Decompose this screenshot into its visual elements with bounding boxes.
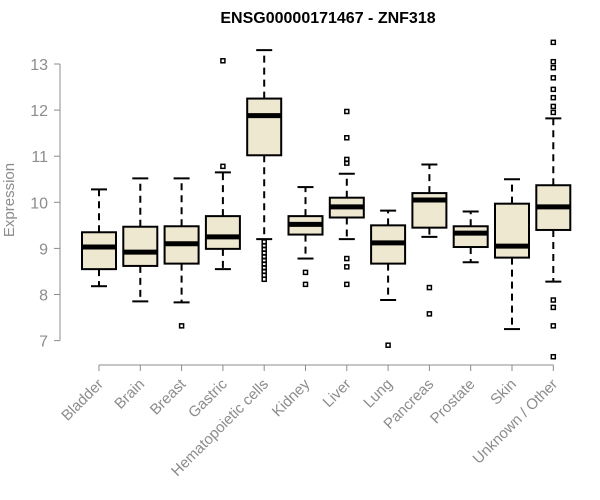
iqr-box (81, 231, 117, 271)
iqr-box (204, 215, 241, 250)
y-tick-label: 9 (39, 241, 48, 258)
box-group (287, 186, 324, 288)
x-tick-label: Brain (111, 376, 148, 413)
iqr-box (122, 225, 159, 267)
outlier-point (344, 108, 350, 115)
x-tick-label: Prostate (427, 376, 479, 428)
box-group (81, 188, 117, 288)
outlier-point (385, 342, 391, 348)
outlier-point (426, 311, 433, 317)
outlier-point (550, 94, 557, 101)
box-group (246, 49, 283, 283)
x-tick-label: Breast (147, 375, 190, 418)
box-group (328, 108, 365, 288)
y-tick-label: 11 (31, 149, 48, 166)
outlier-point (550, 103, 557, 110)
y-axis-label: Expression (1, 163, 18, 237)
outlier-point (550, 109, 557, 116)
outlier-point (550, 86, 557, 93)
outlier-point (550, 297, 557, 303)
outlier-point (261, 239, 267, 245)
outlier-point (344, 135, 350, 141)
x-tick-label: Skin (487, 376, 520, 409)
x-tick-label: Liver (320, 376, 355, 411)
outlier-point (344, 156, 350, 163)
outlier-point (302, 281, 309, 288)
outlier-point (550, 64, 557, 71)
outlier-point (344, 264, 350, 270)
outlier-point (344, 281, 350, 288)
box-group (535, 39, 572, 360)
y-axis: 7 8 9 10 11 12 13 (30, 57, 61, 351)
outlier-point (550, 304, 557, 311)
x-tick-label: Lung (360, 376, 396, 412)
box-group (122, 177, 159, 303)
iqr-box (246, 97, 283, 157)
y-tick-label: 12 (30, 103, 48, 120)
x-tick-label: Bladder (58, 376, 107, 425)
outlier-point (220, 163, 226, 170)
iqr-box (452, 225, 489, 249)
chart-title: ENSG00000171467 - ZNF318 (220, 10, 435, 27)
outlier-point (550, 39, 557, 46)
outlier-point (178, 323, 185, 329)
outlier-point (220, 58, 226, 64)
outlier-point (302, 269, 309, 276)
outlier-point (426, 284, 433, 291)
y-tick-label: 10 (30, 195, 48, 212)
box-group (370, 209, 407, 348)
outlier-point (550, 323, 557, 329)
plot-area (81, 39, 572, 360)
box-group (494, 178, 530, 331)
y-tick-label: 8 (39, 288, 48, 305)
box-group (204, 58, 241, 271)
iqr-box (494, 202, 530, 259)
outlier-point (344, 255, 350, 262)
outlier-point (550, 75, 557, 81)
x-tick-label: Kidney (269, 375, 314, 420)
y-tick-label: 7 (39, 334, 48, 351)
box-group (452, 210, 489, 264)
outlier-point (550, 353, 557, 360)
box-group (163, 177, 200, 329)
box-group (411, 163, 448, 317)
outlier-point (550, 58, 557, 65)
y-tick-label: 13 (30, 57, 48, 74)
